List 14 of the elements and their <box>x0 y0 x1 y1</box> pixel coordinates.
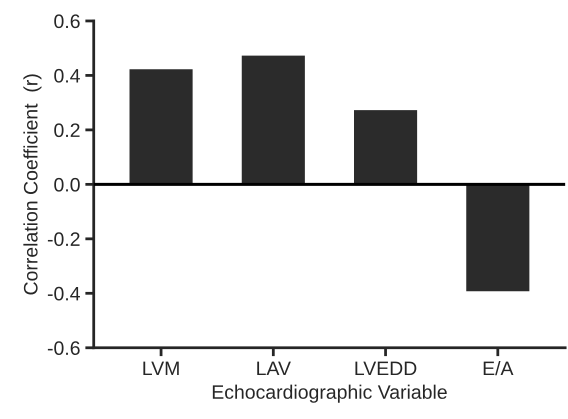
bar <box>466 184 530 292</box>
x-tick-label: LVM <box>143 362 179 376</box>
x-axis-title: Echocardiographic Variable <box>212 384 447 403</box>
x-tick-label: LVEDD <box>355 362 416 376</box>
y-tick-label: -0.4 <box>48 286 80 301</box>
y-tick-label: 0.0 <box>54 178 80 192</box>
x-tick-label: E/A <box>484 360 514 376</box>
y-tick-label: 0.6 <box>54 14 80 28</box>
y-axis-title: Correlation Coefficient (r) <box>23 74 42 294</box>
y-tick-label: 0.4 <box>54 68 80 83</box>
y-tick-label: -0.2 <box>48 232 80 246</box>
y-tick-label: 0.2 <box>54 123 80 138</box>
x-tick-label: LAV <box>257 362 291 376</box>
y-tick-label: -0.6 <box>48 341 80 356</box>
